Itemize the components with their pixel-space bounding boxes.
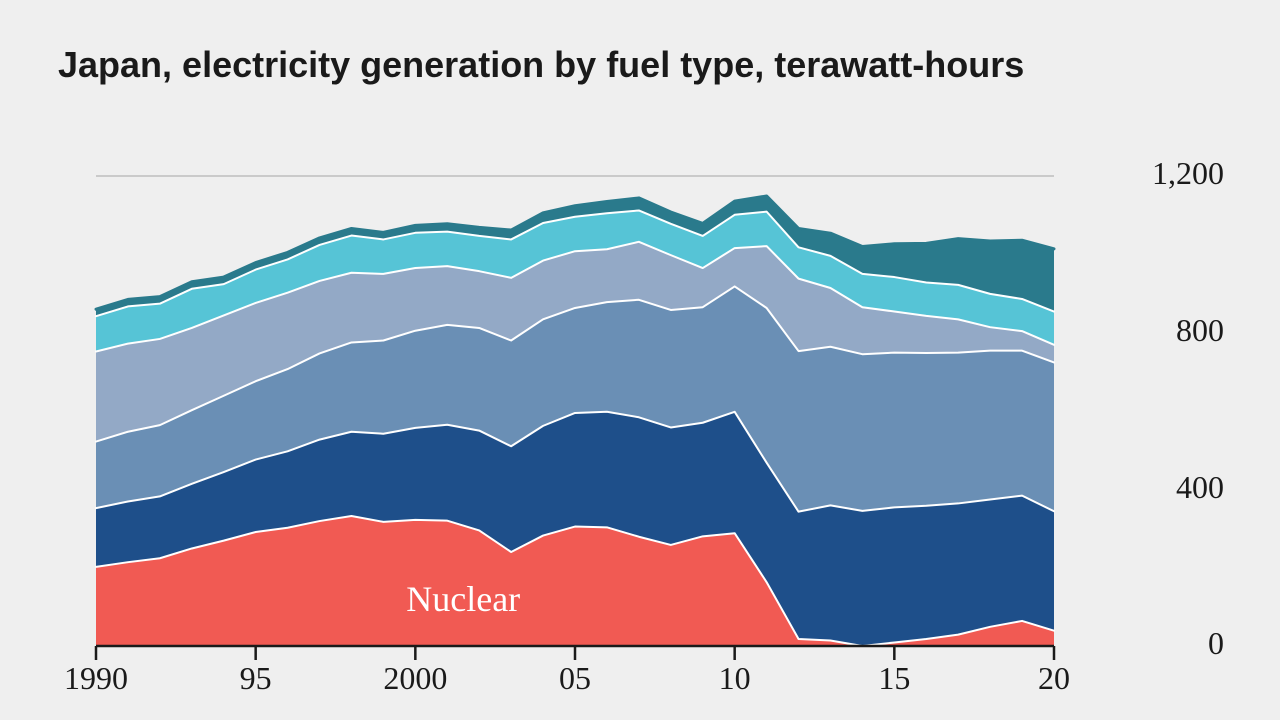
x-tick-label: 95 [240,660,272,697]
y-tick-label: 800 [1104,312,1224,349]
x-tick-label: 20 [1038,660,1070,697]
x-tick-label: 05 [559,660,591,697]
chart-container: { "chart": { "type": "stacked-area", "ti… [0,0,1280,720]
x-tick-label: 1990 [64,660,128,697]
x-tick-label: 10 [719,660,751,697]
y-tick-label: 0 [1104,625,1224,662]
x-tick-label: 15 [878,660,910,697]
chart-title: Japan, electricity generation by fuel ty… [58,44,1024,86]
series-label-nuclear: Nuclear [406,578,520,620]
y-tick-label: 400 [1104,469,1224,506]
stacked-area-svg [96,176,1054,686]
plot-area [96,176,1054,646]
x-tick-label: 2000 [383,660,447,697]
y-tick-label: 1,200 [1104,155,1224,192]
